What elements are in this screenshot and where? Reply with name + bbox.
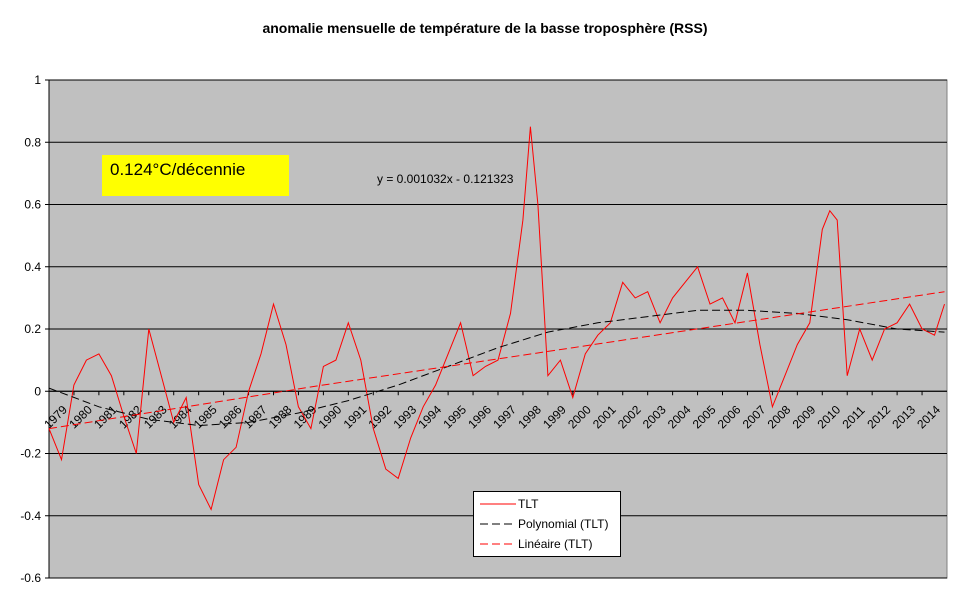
series-line-0 xyxy=(48,126,945,511)
y-tick-label: 0.2 xyxy=(24,322,41,336)
legend-entry-polynomial: Polynomial (TLT) xyxy=(474,516,620,534)
y-tick-label: -0.4 xyxy=(20,509,41,523)
trend-equation: y = 0.001032x - 0.121323 xyxy=(377,172,514,186)
legend-label-lineaire: Linéaire (TLT) xyxy=(518,537,593,551)
trend-annotation: 0.124°C/décennie xyxy=(110,160,246,179)
y-tick-label: 1 xyxy=(34,73,41,87)
y-tick-label: 0.4 xyxy=(24,260,41,274)
y-tick-label: -0.2 xyxy=(20,447,41,461)
series-line-2 xyxy=(48,291,945,430)
chart-title: anomalie mensuelle de température de la … xyxy=(262,20,708,36)
y-tick-label: 0 xyxy=(34,384,41,398)
legend-label-polynomial: Polynomial (TLT) xyxy=(518,517,609,531)
trend-annotation-box: 0.124°C/décennie xyxy=(102,155,289,196)
legend-swatch-tlt xyxy=(480,503,516,505)
y-tick-label: -0.6 xyxy=(20,571,41,585)
legend-entry-tlt: TLT xyxy=(474,496,620,514)
legend-entry-lineaire: Linéaire (TLT) xyxy=(474,536,620,554)
legend: TLT Polynomial (TLT) Linéaire (TLT) xyxy=(473,491,621,557)
y-tick-label: 0.6 xyxy=(24,198,41,212)
legend-label-tlt: TLT xyxy=(518,497,539,511)
legend-swatch-polynomial xyxy=(480,523,516,525)
y-tick-label: 0.8 xyxy=(24,135,41,149)
legend-swatch-lineaire xyxy=(480,543,516,545)
